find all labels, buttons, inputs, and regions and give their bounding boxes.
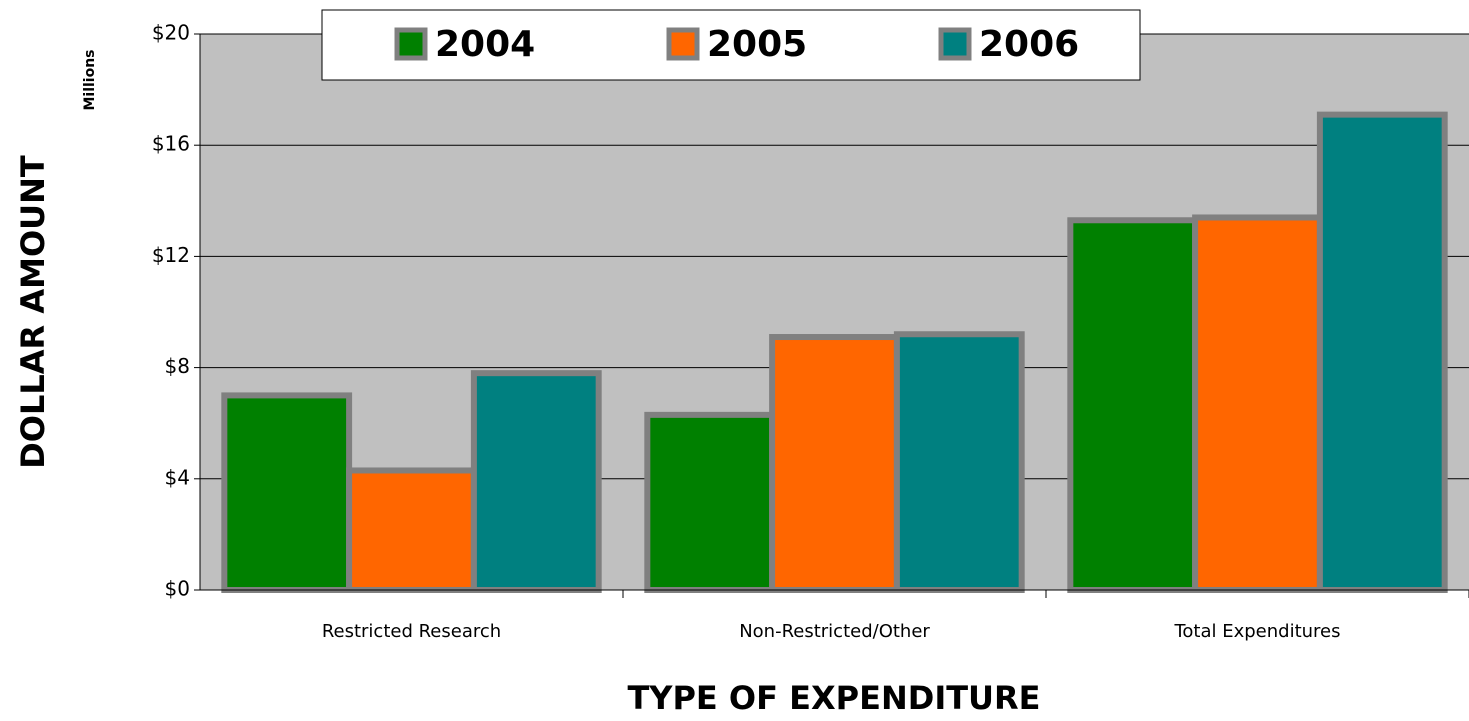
legend-label: 2004 [435, 24, 535, 65]
legend-box [321, 9, 1141, 81]
y-tick-label: $4 [165, 465, 190, 489]
bar [769, 334, 900, 593]
y-axis-title: DOLLAR AMOUNT [14, 155, 52, 469]
y-unit-label: Millions [82, 49, 98, 110]
bar [346, 467, 477, 593]
x-tick-label: Non-Restricted/Other [739, 621, 930, 642]
x-axis-title: TYPE OF EXPENDITURE [627, 679, 1040, 717]
y-tick-label: $0 [165, 577, 190, 601]
bar [893, 331, 1025, 593]
bar [1316, 111, 1448, 594]
y-tick-label: $16 [152, 132, 190, 156]
legend-label: 2006 [979, 24, 1079, 65]
legend-swatch [394, 27, 428, 61]
x-tick-label: Restricted Research [322, 621, 501, 642]
y-tick-label: $20 [152, 21, 190, 45]
bar [1192, 214, 1323, 593]
bar [1067, 217, 1199, 593]
legend-label: 2005 [707, 24, 807, 65]
legend-swatch [666, 27, 700, 61]
bar [644, 411, 776, 593]
legend-swatch [938, 27, 972, 61]
bar [470, 370, 602, 593]
y-tick-label: $8 [165, 354, 190, 378]
x-tick-label: Total Expenditures [1173, 621, 1340, 642]
y-tick-label: $12 [152, 243, 190, 267]
bar [221, 392, 353, 593]
